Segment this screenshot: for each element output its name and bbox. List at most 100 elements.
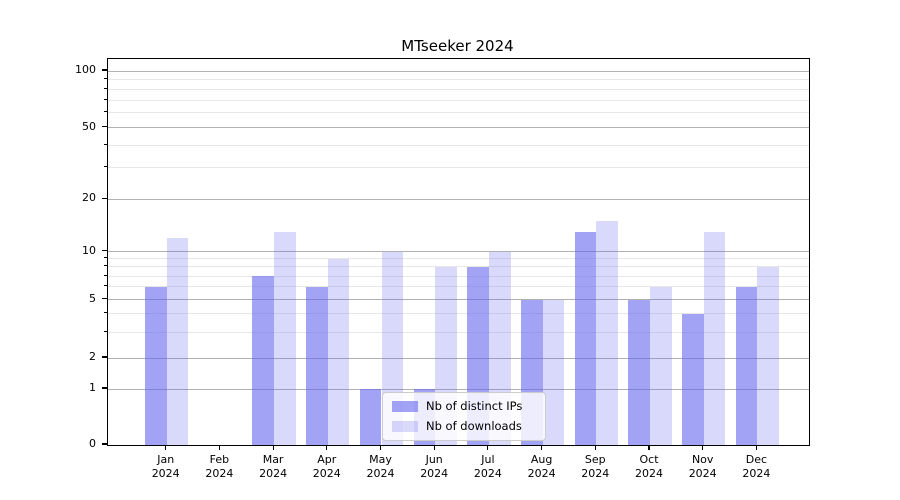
legend-entry-distinct-ips: Nb of distinct IPs [392,399,536,413]
y-tick-label: 5 [89,291,96,305]
y-tick-label: 10 [82,243,96,257]
bar-downloads-apr [327,258,350,445]
gridline-minor [108,266,809,268]
legend-swatch-distinct-ips [392,400,418,412]
bar-distinct-ips-jan [145,286,167,445]
y-tick-label: 0 [89,437,96,450]
gridline-major [108,357,809,359]
gridline-major [108,70,809,72]
x-tick-label: Mar 2024 [243,453,303,481]
bar-distinct-ips-may [359,389,382,445]
bar-distinct-ips-apr [306,286,328,445]
x-tick-year: 2024 [420,467,449,480]
x-tick-month: Feb [209,453,230,466]
gridline-minor [108,286,809,288]
y-minor-tickmark [104,87,107,89]
bar-downloads-mar [274,231,296,445]
legend-label-distinct-ips: Nb of distinct IPs [426,399,523,413]
y-tickmark [102,297,107,300]
y-minor-tickmark [104,143,107,145]
y-tickmark [102,197,107,199]
x-tickmark [379,445,382,450]
gridline-major [108,299,809,300]
x-tick-year: 2024 [205,467,234,480]
y-minor-tickmark [104,265,107,267]
x-tick-year: 2024 [366,467,395,480]
bar-distinct-ips-mar [252,276,275,445]
bar-downloads-jan [166,237,189,445]
x-tick-month: Nov [691,453,714,466]
y-minor-tickmark [104,111,107,113]
x-tick-month: Dec [745,453,768,466]
bar-downloads-dec [757,266,780,445]
x-tick-year: 2024 [312,467,341,480]
y-tick-label: 50 [82,119,96,133]
bar-distinct-ips-nov [682,313,704,445]
y-tick-label: 1 [89,381,96,394]
x-tick-year: 2024 [742,467,771,480]
x-tickmark [648,445,650,450]
x-tick-label: May 2024 [351,453,411,481]
bar-downloads-sep [596,220,618,445]
bar-downloads-oct [650,286,672,445]
y-tickmark [102,356,107,358]
gridline-major [108,388,809,390]
x-tick-month: Jan [157,453,175,466]
legend: Nb of distinct IPs Nb of downloads [382,392,546,441]
x-tick-year: 2024 [527,467,556,480]
x-tick-year: 2024 [581,467,610,480]
x-tick-label: Sep 2024 [565,453,625,481]
x-tick-label: Oct 2024 [619,453,679,481]
gridline-minor [108,331,809,333]
y-tick-label: 2 [89,350,96,363]
gridline-minor [108,79,809,81]
x-tickmark [165,445,167,450]
bar-distinct-ips-sep [574,231,597,445]
gridline-major [108,127,809,129]
x-tick-year: 2024 [473,467,502,480]
x-tick-label: Aug 2024 [512,453,572,481]
gridline-minor [108,99,809,101]
y-tickmark [102,126,107,128]
x-tick-month: Aug [530,453,553,466]
x-tick-year: 2024 [151,467,180,480]
bar-downloads-nov [703,231,726,445]
x-tick-month: Oct [639,453,659,466]
bar-distinct-ips-dec [735,286,758,445]
y-minor-tickmark [104,166,107,168]
gridline-major [108,251,809,252]
bar-downloads-aug [542,299,565,445]
chart-title: MTseeker 2024 [401,37,514,55]
gridline-major [108,198,809,200]
y-minor-tickmark [104,78,107,80]
x-tickmark [541,445,543,450]
x-tick-label: Nov 2024 [673,453,733,481]
y-minor-tickmark [104,274,107,276]
gridline-minor [108,258,809,260]
x-tickmark [326,445,328,450]
gridline-minor [108,275,809,277]
y-tick-label: 100 [75,63,96,76]
x-tick-month: Sep [584,453,606,466]
gridline-minor [108,144,809,146]
x-tick-label: Jun 2024 [404,453,464,481]
x-tickmark [272,445,274,450]
bar-distinct-ips-oct [628,299,650,445]
x-tickmark [755,445,757,450]
x-tick-year: 2024 [688,467,717,480]
plot-area [107,58,810,446]
y-minor-tickmark [104,98,107,100]
x-tick-label: Feb 2024 [189,453,249,481]
x-tick-month: Jun [425,453,443,466]
x-tickmark [487,445,489,450]
y-minor-tickmark [104,312,107,314]
x-tick-label: Apr 2024 [297,453,357,481]
y-tickmark [102,443,107,445]
x-tick-year: 2024 [259,467,288,480]
x-tickmark [433,445,435,450]
gridline-minor [108,112,809,114]
x-tick-label: Dec 2024 [726,453,786,481]
y-tick-label: 20 [82,191,96,205]
x-tick-month: Apr [317,453,337,466]
